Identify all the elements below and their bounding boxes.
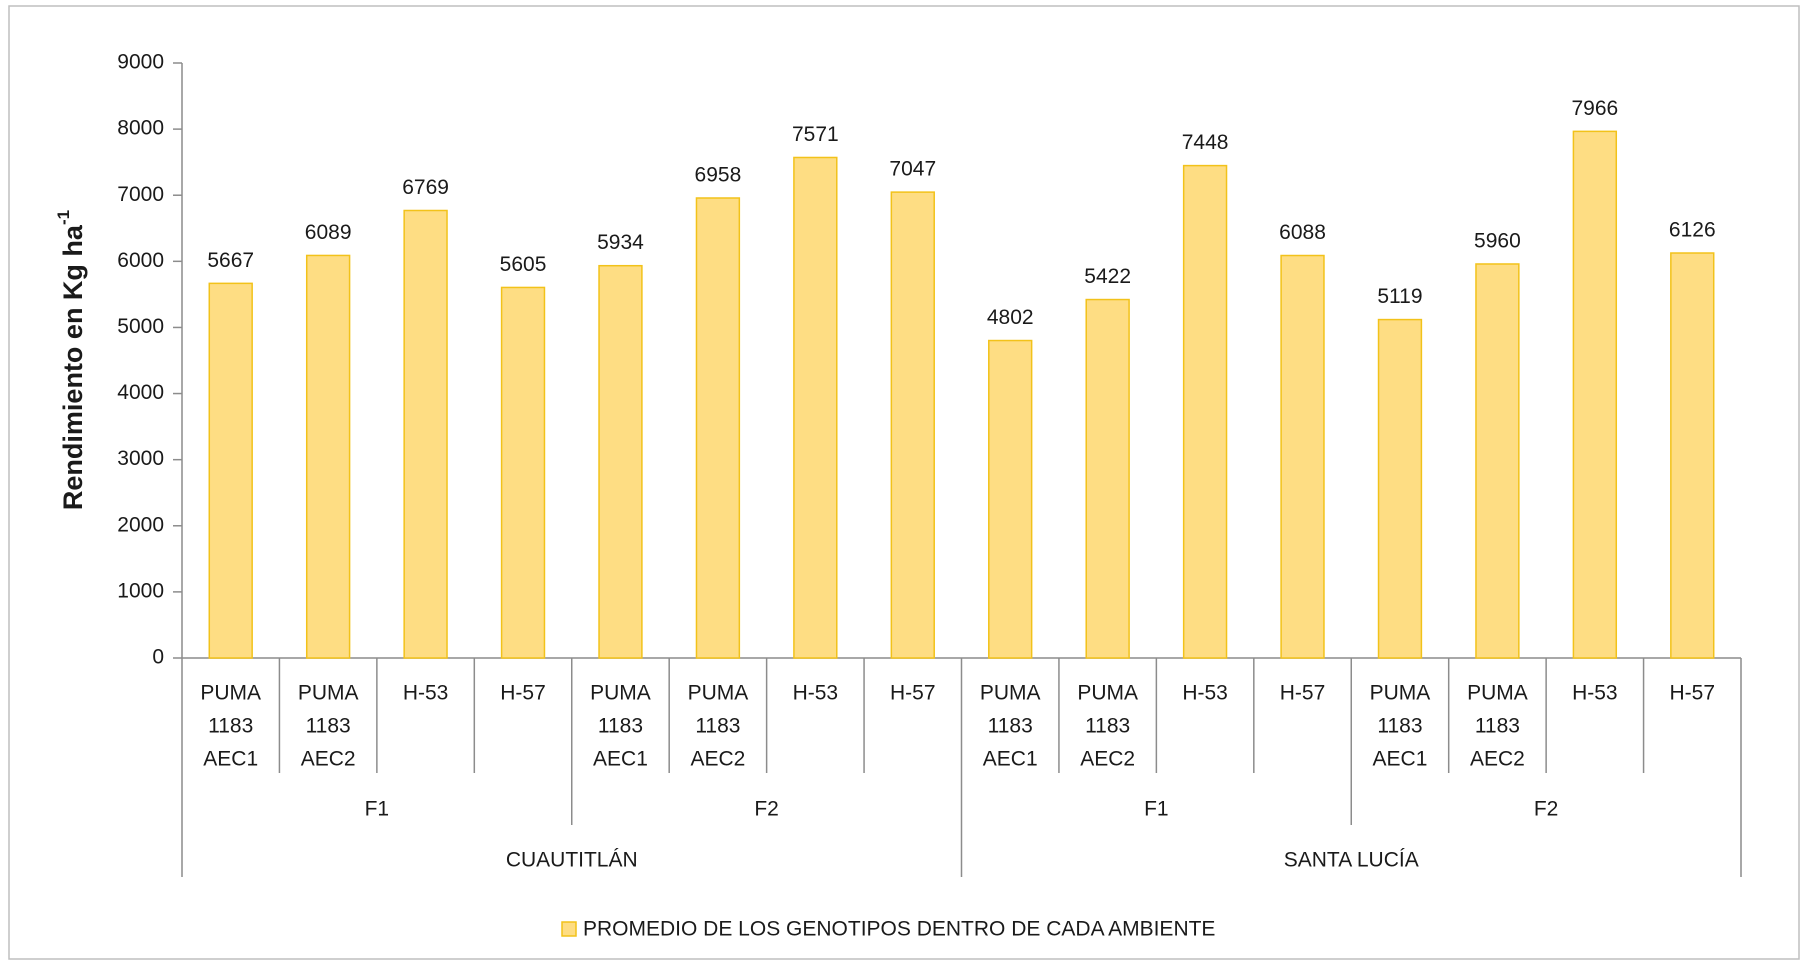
x-tick-label: AEC1 [1373,748,1428,771]
y-axis-label-text: Rendimiento en Kg ha [58,224,88,510]
y-tick-label: 8000 [117,117,164,140]
x-tick-label: PUMA [1077,682,1138,705]
subgroup-label: F2 [1534,798,1559,821]
bar [208,282,253,659]
x-tick-label: PUMA [590,682,651,705]
x-tick-label: AEC2 [1080,748,1135,771]
data-label: 5422 [1084,265,1131,288]
x-tick-label: AEC2 [690,748,745,771]
bar [988,339,1033,659]
y-tick-label: 6000 [117,249,164,272]
y-tick-label: 9000 [117,51,164,74]
x-tick-label: H-53 [1572,682,1618,705]
data-label: 7966 [1571,97,1618,120]
bar [695,197,741,659]
bar [403,209,448,659]
x-tick-label: H-53 [1182,682,1228,705]
x-tick-label: H-57 [890,682,936,705]
data-label: 7448 [1182,131,1229,154]
legend-swatch [561,921,577,937]
x-tick-label: PUMA [1370,682,1431,705]
bar [1475,263,1520,659]
bar [500,286,546,659]
x-tick-label: PUMA [688,682,749,705]
subgroup-label: F1 [365,798,390,821]
data-label: 6958 [695,164,742,187]
bar [598,264,643,659]
bar [1280,254,1325,659]
x-tick-label: 1183 [208,715,253,738]
x-tick-label: PUMA [1467,682,1528,705]
subgroup-label: F1 [1144,798,1169,821]
x-tick-label: AEC2 [301,748,356,771]
data-label: 5667 [207,249,254,272]
x-tick-label: H-53 [793,682,839,705]
data-label: 6088 [1279,221,1326,244]
y-tick-label: 7000 [117,183,164,206]
x-tick-label: H-57 [500,682,546,705]
y-tick-label: 3000 [117,447,164,470]
x-tick-label: AEC1 [203,748,258,771]
data-label: 6089 [305,221,352,244]
x-tick-label: 1183 [306,715,351,738]
legend-label: PROMEDIO DE LOS GENOTIPOS DENTRO DE CADA… [583,918,1215,941]
bar [1572,130,1618,659]
x-tick-label: AEC1 [593,748,648,771]
x-tick-label: AEC1 [983,748,1038,771]
y-tick-label: 4000 [117,381,164,404]
x-tick-label: 1183 [1085,715,1130,738]
data-label: 5605 [500,253,547,276]
y-tick-label: 2000 [117,513,164,536]
bar [305,254,351,659]
x-tick-label: AEC2 [1470,748,1525,771]
x-tick-label: H-53 [403,682,449,705]
x-tick-label: 1183 [1377,715,1422,738]
data-label: 6126 [1669,219,1716,242]
y-axis-label-sup: -1 [54,210,73,225]
y-tick-label: 5000 [117,315,164,338]
x-tick-label: PUMA [298,682,359,705]
x-tick-label: 1183 [695,715,740,738]
bar [793,156,838,659]
x-tick-label: H-57 [1280,682,1326,705]
bar [1670,252,1715,659]
data-label: 7571 [792,123,839,146]
x-tick-label: 1183 [1475,715,1520,738]
bar [1182,164,1228,659]
legend: PROMEDIO DE LOS GENOTIPOS DENTRO DE CADA… [561,918,1215,941]
x-tick-label: 1183 [988,715,1033,738]
bar [1377,318,1423,659]
y-tick-label: 0 [152,646,164,669]
bar [1085,298,1130,659]
group-label: CUAUTITLÁN [506,849,638,872]
y-tick-label: 1000 [117,579,164,602]
data-label: 5934 [597,231,644,254]
data-label: 6769 [402,176,449,199]
x-tick-label: 1183 [598,715,643,738]
bar [890,191,935,659]
data-label: 4802 [987,306,1034,329]
x-tick-label: H-57 [1670,682,1716,705]
data-label: 5119 [1377,285,1422,308]
data-label: 5960 [1474,230,1521,253]
group-label: SANTA LUCÍA [1284,849,1419,872]
x-tick-label: PUMA [200,682,261,705]
y-axis-label: Rendimiento en Kg ha-1 [54,210,88,510]
subgroup-label: F2 [754,798,779,821]
data-label: 7047 [889,158,936,181]
x-tick-label: PUMA [980,682,1041,705]
